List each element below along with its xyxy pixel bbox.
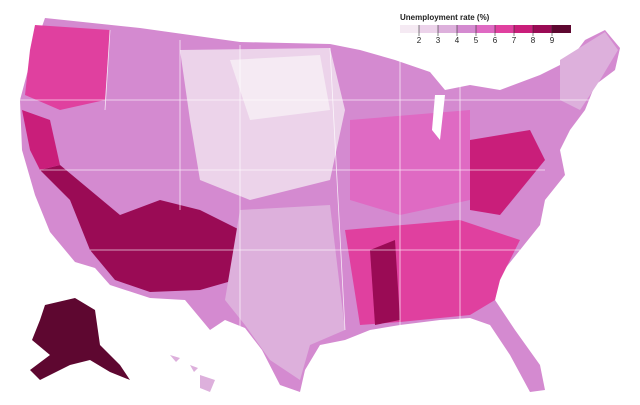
legend-tick-label: 8 [531,36,536,45]
legend-tick-label: 2 [417,36,422,45]
region-california [22,110,60,170]
legend-swatch [514,25,533,33]
legend-tick-label: 7 [512,36,517,45]
legend-swatch [552,25,571,33]
us-map [20,18,620,392]
region-new-england [560,32,618,110]
region-great-plains-north [230,55,330,120]
region-appalachia [470,130,545,215]
legend-tick-label: 5 [474,36,479,45]
region-southwest [40,165,240,292]
lake [432,95,445,140]
alaska [30,298,130,380]
legend-swatch [476,25,495,33]
region-texas [225,205,345,380]
hawaii [170,355,215,392]
legend-swatch [495,25,514,33]
state-borders [20,29,600,331]
legend-tick-label: 6 [493,36,498,45]
legend-tick-label: 4 [455,36,460,45]
region-northwest [25,25,110,110]
legend-swatch [400,25,419,33]
legend-swatch [457,25,476,33]
legend-title: Unemployment rate (%) [400,13,490,22]
legend-tick-label: 3 [436,36,441,45]
region-midwest [350,110,470,215]
legend: Unemployment rate (%) 2 3 4 5 6 7 8 9 [400,13,571,45]
legend-swatch [533,25,552,33]
region-mississippi [370,240,400,325]
legend-swatch [438,25,457,33]
legend-tick-label: 9 [550,36,555,45]
legend-swatch [419,25,438,33]
